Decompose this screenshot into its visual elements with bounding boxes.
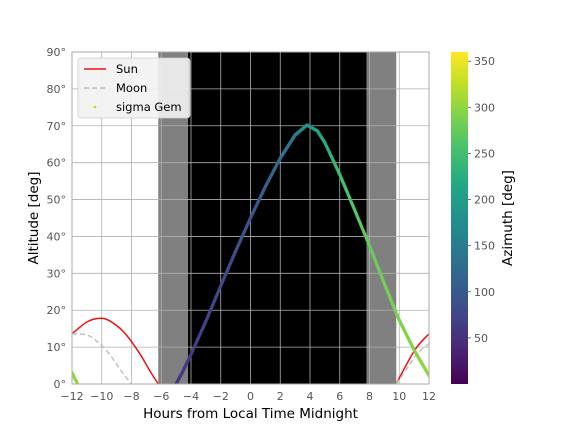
y-tick-label: 20° (47, 304, 67, 317)
legend-moon-label: Moon (116, 81, 147, 95)
colorbar-tick-label: 50 (474, 332, 488, 345)
colorbar-tick-label: 350 (474, 55, 495, 68)
colorbar-tick-label: 100 (474, 286, 495, 299)
legend-sigma-gem-swatch (93, 105, 97, 109)
y-tick-label: 10° (47, 341, 67, 354)
colorbar-tick-label: 150 (474, 240, 495, 253)
x-tick-label: −12 (60, 390, 83, 403)
x-tick-label: −6 (153, 390, 169, 403)
y-tick-label: 0° (54, 378, 67, 391)
colorbar-bar (451, 52, 468, 384)
x-tick-label: 12 (422, 390, 436, 403)
plot-frame (71, 51, 430, 385)
sun-line-0 (72, 317, 159, 384)
y-axis-label: Altitude [deg] (26, 171, 42, 264)
sun-line-1 (395, 333, 429, 384)
legend-sun-label: Sun (116, 62, 138, 76)
y-tick-label: 40° (47, 230, 67, 243)
colorbar-ticks: 50 100 150 200 250 300 350 (468, 55, 495, 345)
legend-sigma-gem-label: sigma Gem (116, 100, 182, 114)
colorbar: 50 100 150 200 250 300 350 Azimuth [deg] (451, 52, 516, 384)
series-layer (72, 123, 429, 384)
moon-line-0 (72, 333, 133, 384)
x-tick-label: −8 (123, 390, 139, 403)
x-tick-label: 0 (247, 390, 254, 403)
y-tick-label: 80° (47, 83, 67, 96)
y-tick-label: 30° (47, 267, 67, 280)
colorbar-tick-label: 250 (474, 147, 495, 160)
band-night-1 (188, 52, 367, 384)
y-tick-label: 70° (47, 120, 67, 133)
colorbar-label: Azimuth [deg] (500, 170, 516, 266)
sigma-gem-point (75, 381, 79, 384)
x-tick-label: −2 (213, 390, 229, 403)
y-tick-label: 60° (47, 157, 67, 170)
colorbar-tick-label: 300 (474, 101, 495, 114)
x-axis-label: Hours from Local Time Midnight (143, 406, 358, 422)
x-tick-label: 10 (392, 390, 406, 403)
x-tick-label: −10 (90, 390, 113, 403)
y-tick-label: 90° (47, 46, 67, 59)
y-axis-ticks: 0° 10° 20° 30° 40° 50° 60° 70° 80° 90° (47, 46, 67, 391)
legend-box (77, 57, 191, 119)
legend: Sun Moon sigma Gem (77, 57, 191, 119)
colorbar-tick-label: 200 (474, 194, 495, 207)
x-tick-label: 6 (336, 390, 343, 403)
band-twilight-2 (366, 52, 397, 384)
moon-line-1 (395, 343, 429, 384)
x-tick-label: 8 (366, 390, 373, 403)
x-axis-ticks: −12 −10 −8 −6 −4 −2 0 2 4 6 8 10 12 (60, 390, 436, 403)
x-tick-label: 4 (307, 390, 314, 403)
x-tick-label: 2 (277, 390, 284, 403)
x-tick-label: −4 (183, 390, 199, 403)
y-tick-label: 50° (47, 194, 67, 207)
twilight-bands (158, 52, 397, 384)
